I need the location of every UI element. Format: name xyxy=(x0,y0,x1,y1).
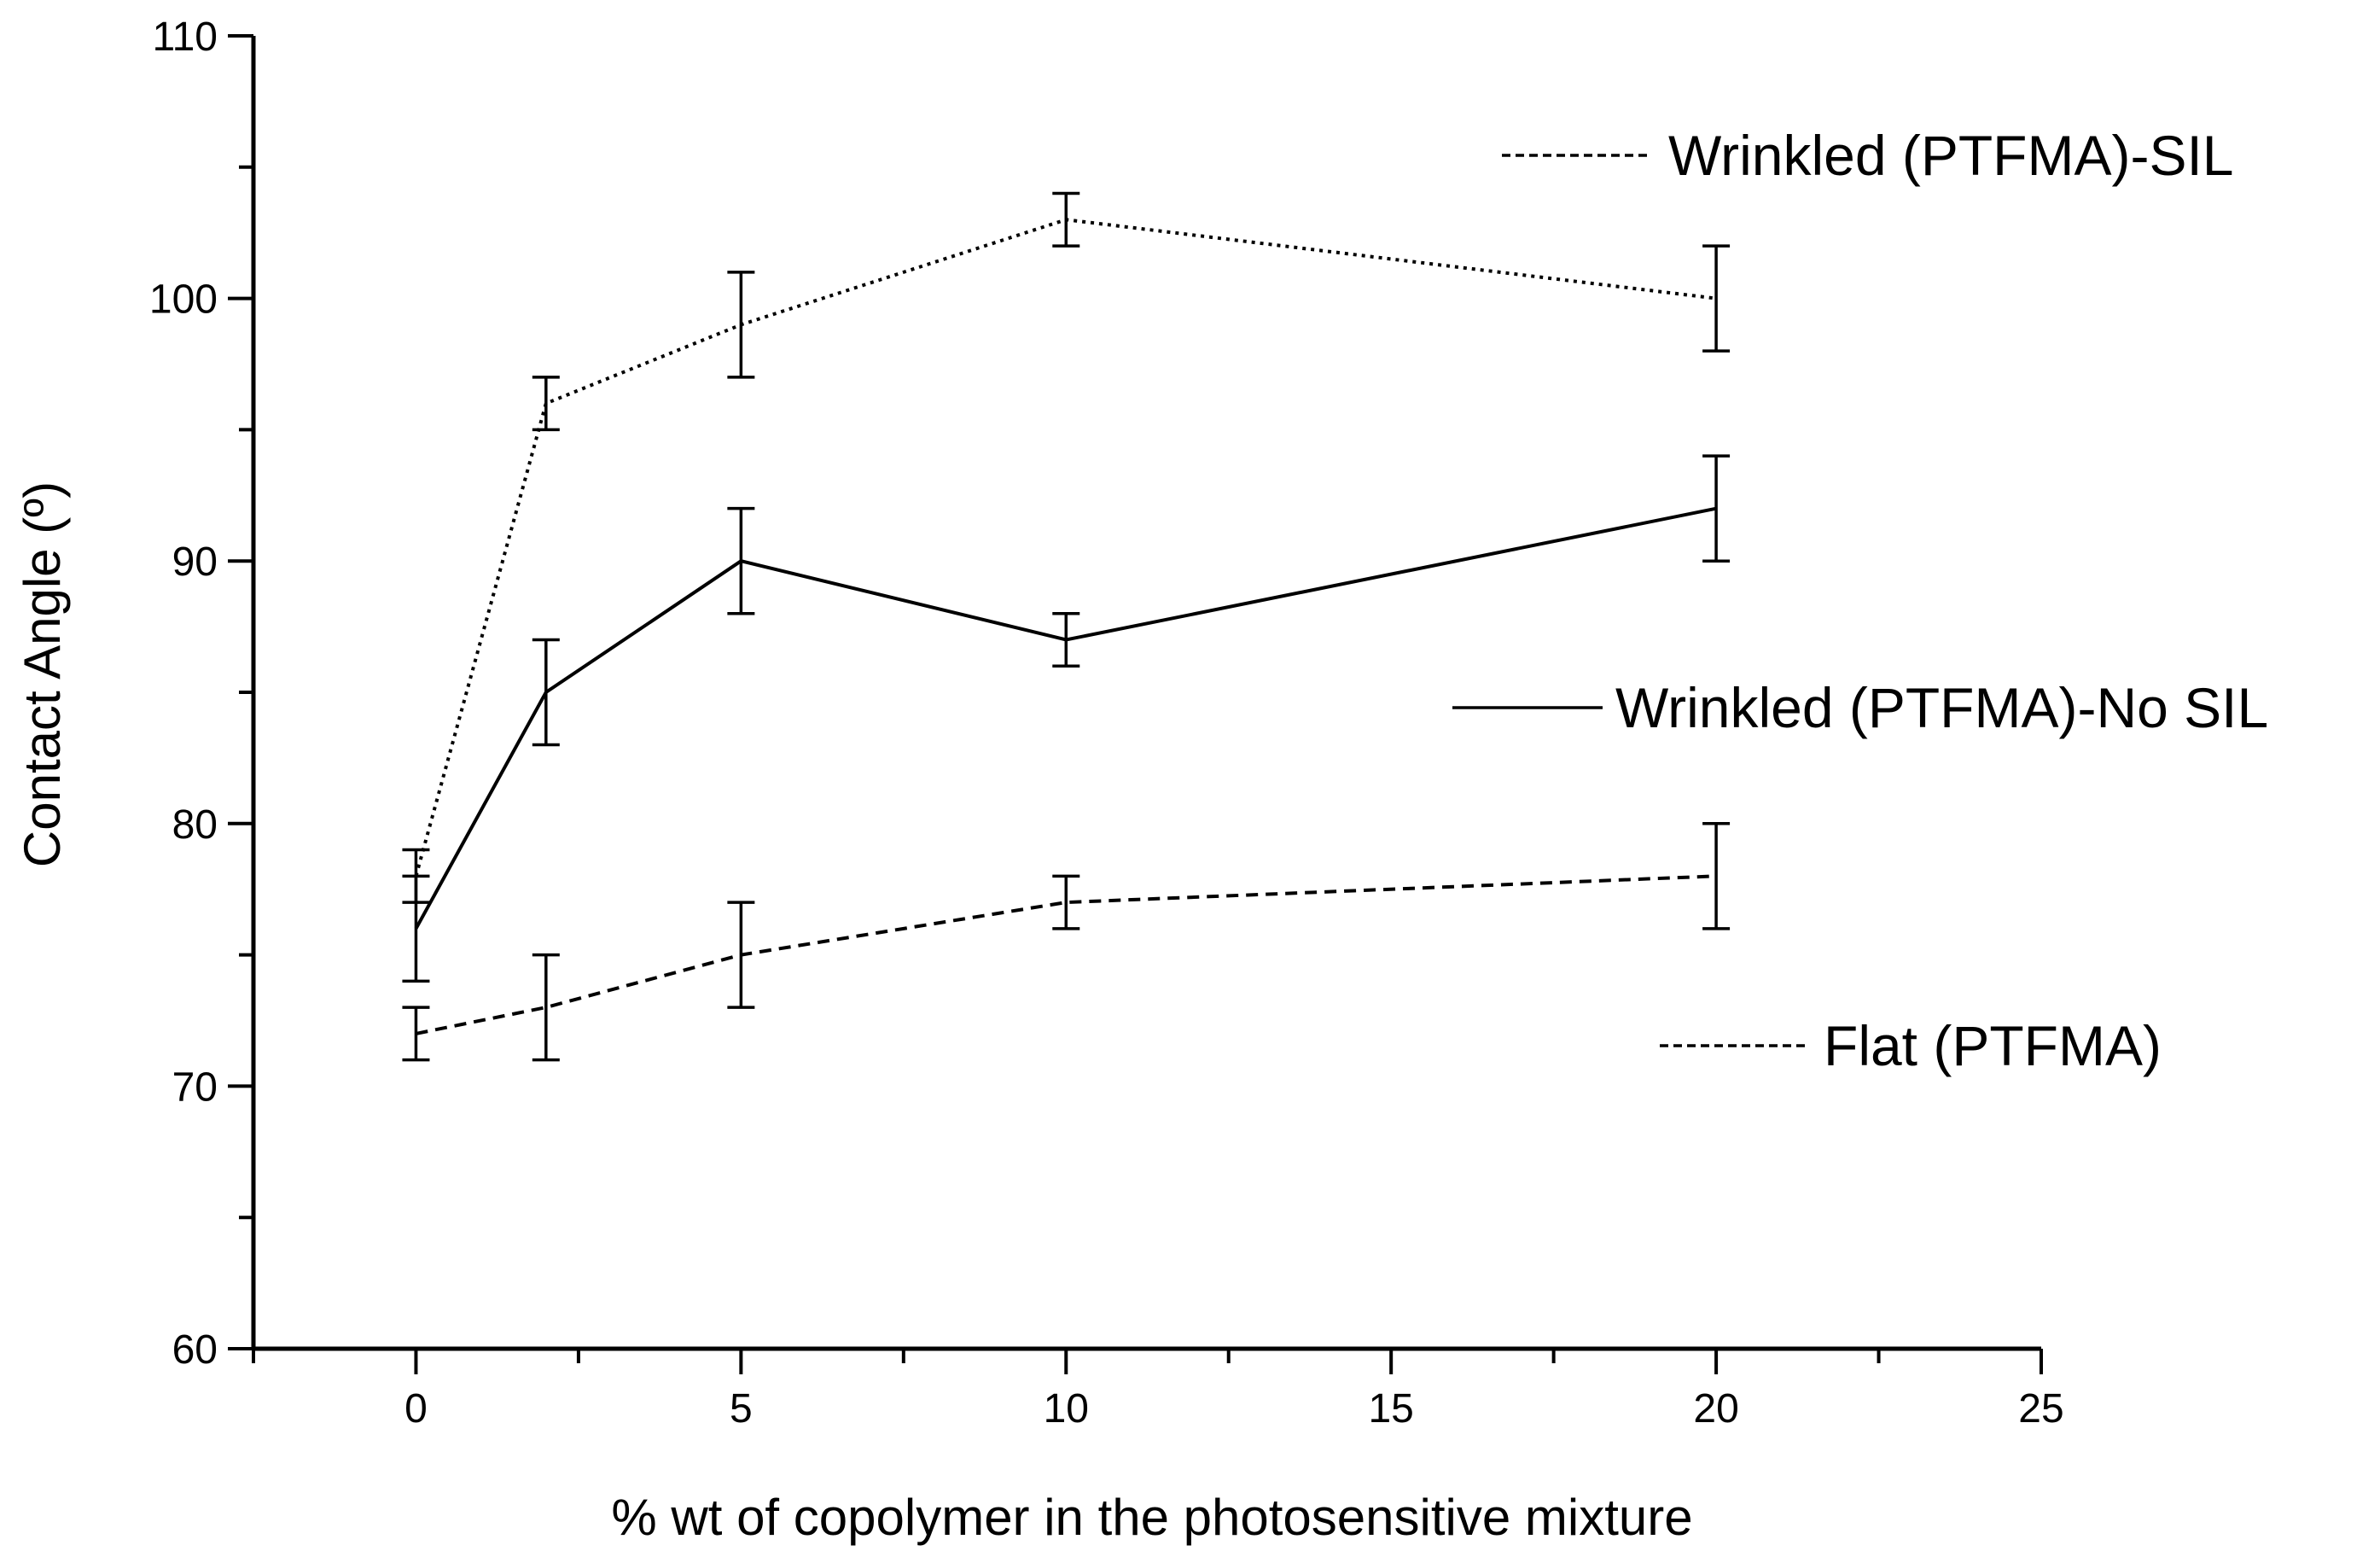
series-line xyxy=(414,506,1717,930)
legend-entry: Flat (PTFMA) xyxy=(1660,1014,2162,1077)
x-tick-label: 0 xyxy=(404,1386,428,1432)
data-point xyxy=(740,324,742,325)
legend-label: Wrinkled (PTFMA)-SIL xyxy=(1668,124,2234,187)
data-point xyxy=(740,560,742,562)
axes: 0 5 10 15 20 25 60 70 80 90 100 110 xyxy=(149,15,2064,1432)
series-1 xyxy=(402,191,1731,904)
error-bar xyxy=(727,271,755,379)
error-bar xyxy=(727,506,755,615)
data-point xyxy=(1715,298,1717,300)
series-3 xyxy=(402,822,1731,1062)
error-bar xyxy=(1702,454,1731,563)
y-tick-label: 110 xyxy=(152,15,218,60)
error-bar xyxy=(1052,874,1080,930)
error-bar xyxy=(532,638,560,747)
series-layer xyxy=(402,191,1731,1062)
x-tick-label: 15 xyxy=(1368,1386,1413,1432)
data-point xyxy=(1715,875,1717,877)
error-bar xyxy=(532,953,560,1062)
data-point xyxy=(1715,508,1717,510)
error-bar xyxy=(1702,822,1731,930)
error-bar xyxy=(402,874,430,983)
data-point xyxy=(545,691,547,693)
x-tick-label: 20 xyxy=(1693,1386,1738,1432)
data-point xyxy=(545,403,547,405)
y-axis-title: Contact Angle (º) xyxy=(14,481,71,867)
data-point xyxy=(545,1006,547,1008)
x-axis-title: % wt of copolymer in the photosensitive … xyxy=(611,1489,1692,1546)
x-tick-label: 5 xyxy=(730,1386,753,1432)
error-bar xyxy=(532,376,560,432)
y-tick-label: 80 xyxy=(172,802,218,848)
y-tick-label: 100 xyxy=(149,277,218,323)
error-bar xyxy=(1052,611,1080,668)
legend-label: Flat (PTFMA) xyxy=(1824,1014,2162,1077)
error-bar xyxy=(727,901,755,1009)
legend-label: Wrinkled (PTFMA)-No SIL xyxy=(1615,676,2268,739)
y-tick-label: 90 xyxy=(172,539,218,585)
legend-entry: Wrinkled (PTFMA)-SIL xyxy=(1502,124,2234,187)
data-point xyxy=(1065,219,1067,220)
error-bar xyxy=(1702,244,1731,353)
series-2 xyxy=(402,454,1731,983)
error-bar xyxy=(1052,191,1080,248)
y-tick-label: 60 xyxy=(172,1327,218,1373)
error-bar xyxy=(402,1006,430,1062)
legend-entry: Wrinkled (PTFMA)-No SIL xyxy=(1452,676,2268,739)
data-point xyxy=(1065,901,1067,903)
data-point xyxy=(740,954,742,956)
y-tick-label: 70 xyxy=(172,1064,218,1110)
legend: Wrinkled (PTFMA)-SIL Wrinkled (PTFMA)-No … xyxy=(1452,124,2268,1077)
data-point xyxy=(1065,639,1067,640)
x-tick-label: 25 xyxy=(2018,1386,2063,1432)
x-tick-label: 10 xyxy=(1044,1386,1089,1432)
